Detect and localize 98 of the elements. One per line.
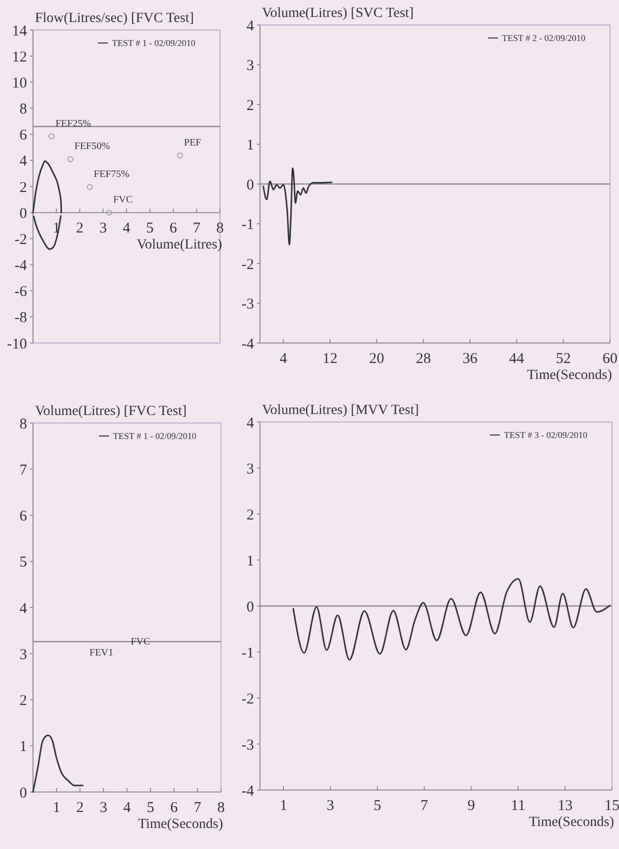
y-tick-label: -6 xyxy=(14,284,28,300)
x-tick-label: 6 xyxy=(170,800,178,816)
y-tick-label: 2 xyxy=(20,693,27,709)
x-tick-label: 3 xyxy=(100,800,108,816)
y-tick-label: 3 xyxy=(246,461,254,478)
y-tick-label: 5 xyxy=(20,554,27,571)
y-tick-label: 14 xyxy=(12,23,28,40)
line-series xyxy=(262,167,332,246)
x-tick-label: 44 xyxy=(509,351,525,367)
annotation: FVC xyxy=(130,636,151,648)
point xyxy=(86,184,93,190)
x-tick-label: 1 xyxy=(52,800,60,816)
y-tick-label: 12 xyxy=(12,49,27,66)
y-tick-label: -4 xyxy=(242,783,254,800)
y-tick-label: 2 xyxy=(20,180,27,196)
annotation: FEF75% xyxy=(94,169,130,180)
y-tick-label: -1 xyxy=(242,217,254,233)
x-axis-title: Time(Seconds) xyxy=(528,815,614,830)
y-tick-label: 4 xyxy=(20,154,28,170)
point xyxy=(177,152,184,158)
x-tick-label: 11 xyxy=(510,798,526,814)
x-tick-label: 12 xyxy=(322,351,338,367)
y-tick-label: -10 xyxy=(7,336,27,352)
y-tick-label: 6 xyxy=(20,508,28,524)
x-tick-label: 60 xyxy=(602,351,618,367)
y-tick-label: 1 xyxy=(246,553,254,570)
annotation: FEF50% xyxy=(74,141,110,152)
x-tick-label: 8 xyxy=(217,800,225,816)
y-tick-label: 8 xyxy=(20,416,27,432)
y-tick-label: -1 xyxy=(242,645,254,662)
x-tick-label: 3 xyxy=(99,220,107,237)
y-tick-label: 2 xyxy=(246,507,254,524)
chart-title: Volume(Litres) [SVC Test] xyxy=(262,6,414,21)
x-axis-title: Time(Seconds) xyxy=(526,368,612,383)
x-tick-label: 2 xyxy=(76,220,84,237)
x-tick-label: 20 xyxy=(369,351,384,367)
x-tick-label: 28 xyxy=(416,351,431,367)
y-tick-label: 8 xyxy=(20,102,27,118)
x-tick-label: 4 xyxy=(280,351,288,367)
annotation: FEV1 xyxy=(89,647,114,658)
point xyxy=(48,133,54,140)
y-tick-label: 3 xyxy=(20,646,27,663)
y-tick-label: -3 xyxy=(242,296,254,312)
x-tick-label: 4 xyxy=(123,800,132,816)
y-tick-label: -8 xyxy=(14,310,27,326)
annotation: FVC xyxy=(113,194,133,206)
y-tick-label: 0 xyxy=(20,785,27,802)
annotation: PEF xyxy=(184,137,202,148)
x-tick-label: 7 xyxy=(420,798,429,814)
y-tick-label: -4 xyxy=(242,336,254,352)
legend-label: TEST # 2 - 02/09/2010 xyxy=(502,33,586,43)
x-tick-label: 8 xyxy=(216,220,224,237)
y-tick-label: -2 xyxy=(242,256,254,273)
x-tick-label: 4 xyxy=(122,220,131,237)
y-tick-label: 0 xyxy=(246,177,254,194)
x-tick-label: 1 xyxy=(280,798,288,814)
y-tick-label: -2 xyxy=(14,232,27,248)
x-tick-label: 2 xyxy=(76,800,84,816)
x-axis-title: Time(Seconds) xyxy=(138,817,224,832)
chart-title: Volume(Litres) [MVV Test] xyxy=(262,403,419,418)
y-tick-label: 4 xyxy=(246,415,254,432)
y-tick-label: -3 xyxy=(242,737,254,754)
y-tick-label: 6 xyxy=(20,128,28,144)
x-tick-label: 6 xyxy=(170,220,178,237)
x-tick-label: 7 xyxy=(192,220,201,237)
x-tick-label: 36 xyxy=(462,351,478,367)
chart-title: Flow(Litres/sec) [FVC Test] xyxy=(35,11,194,26)
x-tick-label: 15 xyxy=(604,798,619,814)
x-tick-label: 13 xyxy=(558,798,573,814)
line-series xyxy=(292,578,611,661)
x-tick-label: 3 xyxy=(326,798,334,814)
y-tick-label: 4 xyxy=(246,18,254,34)
legend-label: TEST # 1 - 02/09/2010 xyxy=(113,431,197,441)
y-tick-label: 0 xyxy=(20,206,27,222)
y-tick-label: -2 xyxy=(242,691,254,708)
x-axis-title: Volume(Litres) xyxy=(136,238,222,253)
y-tick-label: 10 xyxy=(12,75,27,92)
point xyxy=(106,210,112,216)
chart-title: Volume(Litres) [FVC Test] xyxy=(35,404,187,419)
x-tick-label: 5 xyxy=(146,220,154,237)
x-tick-label: 5 xyxy=(374,798,382,814)
y-tick-label: 2 xyxy=(246,98,254,114)
y-tick-label: 0 xyxy=(246,599,254,616)
point xyxy=(67,156,74,162)
x-tick-label: 7 xyxy=(194,800,202,816)
y-tick-label: 3 xyxy=(246,58,254,74)
x-tick-label: 9 xyxy=(467,798,475,814)
annotation: FEF25% xyxy=(55,118,92,130)
y-tick-label: -4 xyxy=(14,258,28,274)
x-tick-label: 5 xyxy=(146,800,154,816)
y-tick-label: 4 xyxy=(20,600,28,617)
y-tick-label: 1 xyxy=(246,138,254,154)
line-series xyxy=(32,734,84,793)
y-tick-label: 7 xyxy=(20,462,28,478)
y-tick-label: 1 xyxy=(20,739,27,756)
legend-label: TEST # 3 - 02/09/2010 xyxy=(504,430,588,440)
legend-label: TEST # 1 - 02/09/2010 xyxy=(112,38,196,48)
x-tick-label: 52 xyxy=(556,351,571,367)
